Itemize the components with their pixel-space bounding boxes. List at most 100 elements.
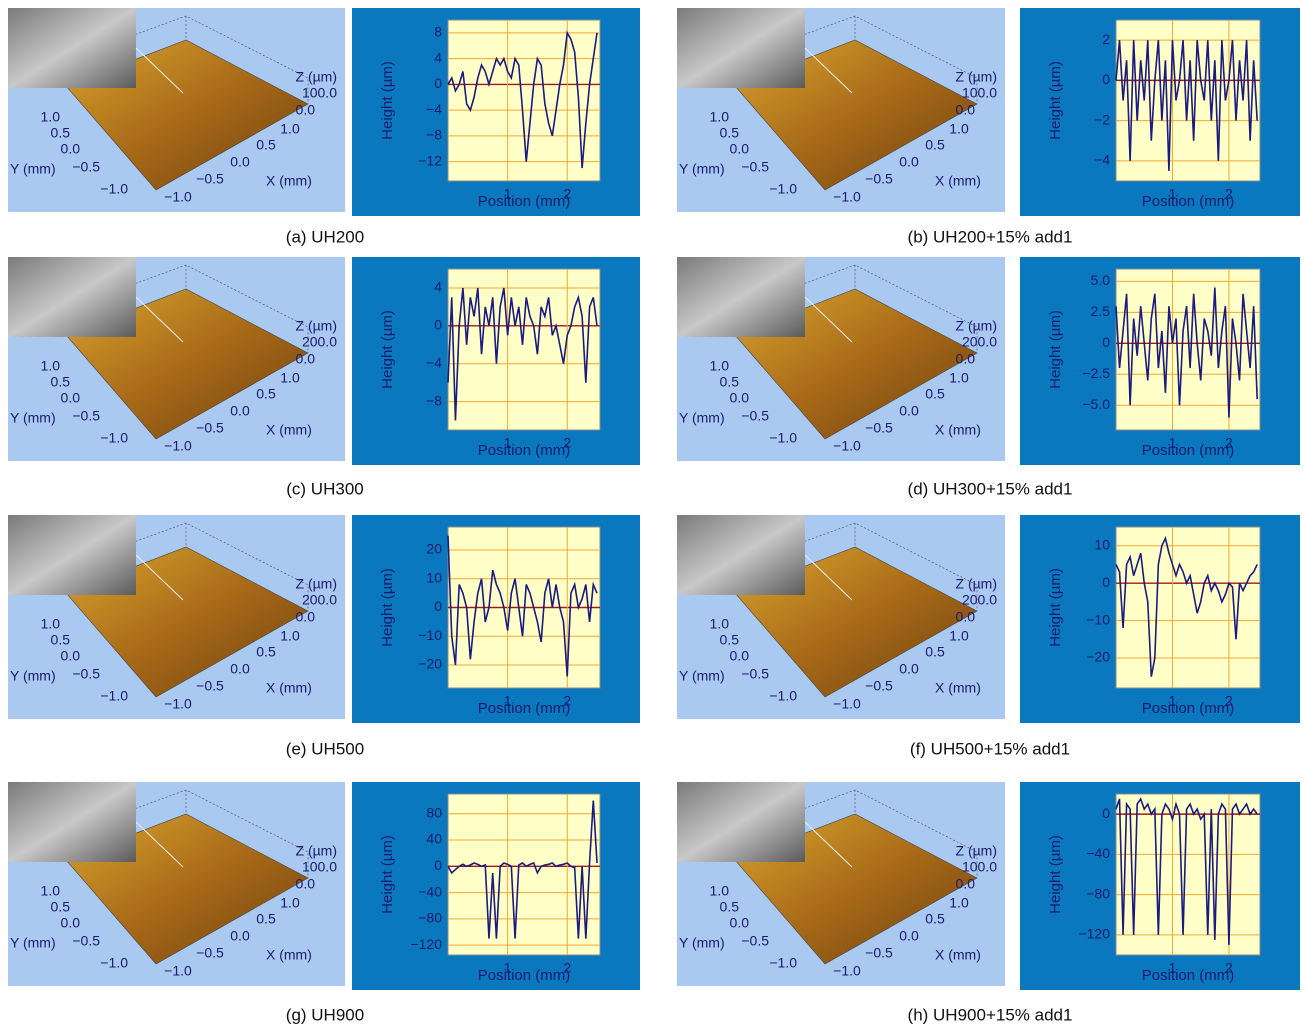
surface-y-label: Y (mm) <box>10 935 56 951</box>
z-tick-label: 100.0 <box>302 859 337 875</box>
surface-panel: Z (µm)200.00.01.00.50.0−0.5−1.0Y (mm)1.0… <box>677 257 1005 461</box>
y-tick-label: −8 <box>426 392 442 408</box>
surface-x-tick-label: 0.0 <box>230 661 250 677</box>
z-tick-label: 0.0 <box>296 351 316 367</box>
surface-x-tick-label: 0.5 <box>925 644 945 660</box>
y-tick-label: 0 <box>434 598 442 614</box>
surface-x-tick-label: −0.5 <box>865 945 893 961</box>
surface-x-tick-label: −1.0 <box>833 438 861 454</box>
z-axis-label: Z (µm) <box>296 69 338 85</box>
y-tick-label: −8 <box>426 127 442 143</box>
surface-x-label: X (mm) <box>935 422 981 438</box>
z-tick-label: 200.0 <box>962 592 997 608</box>
y-axis-label: Height (µm) <box>379 310 396 389</box>
z-tick-label: 200.0 <box>962 334 997 350</box>
z-tick-label: 0.0 <box>956 102 976 118</box>
surface-y-tick-label: 0.0 <box>730 141 750 157</box>
surface-panel: Z (µm)100.00.01.00.50.0−0.5−1.0Y (mm)1.0… <box>677 8 1005 212</box>
surface-y-tick-label: 0.5 <box>720 632 740 648</box>
y-tick-label: −20 <box>418 656 442 672</box>
y-tick-label: −80 <box>1086 885 1110 901</box>
y-axis-label: Height (µm) <box>1047 61 1064 140</box>
figure: (a) UH200Z (µm)100.00.01.00.50.0−0.5−1.0… <box>0 0 1306 1031</box>
surface-y-tick-label: 1.0 <box>710 358 730 374</box>
surface-x-tick-label: 1.0 <box>949 121 969 137</box>
y-tick-label: 0 <box>434 75 442 91</box>
z-tick-label: 200.0 <box>302 592 337 608</box>
y-axis-label: Height (µm) <box>1047 310 1064 389</box>
surface-x-tick-label: 0.0 <box>899 661 919 677</box>
sem-inset <box>8 8 136 88</box>
y-tick-label: 0 <box>1102 805 1110 821</box>
surface-y-tick-label: 0.5 <box>720 125 740 141</box>
x-axis-label: Position (mm) <box>478 967 571 984</box>
surface-y-tick-label: −1.0 <box>769 688 797 704</box>
y-tick-label: −120 <box>1078 926 1110 942</box>
caption: (h) UH900+15% add1 <box>908 1005 1073 1024</box>
sem-inset <box>677 257 805 337</box>
y-tick-label: −4 <box>426 101 442 117</box>
surface-y-tick-label: −1.0 <box>769 430 797 446</box>
surface-x-tick-label: −1.0 <box>164 189 192 205</box>
z-tick-label: 100.0 <box>962 85 997 101</box>
y-axis-label: Height (µm) <box>379 835 396 914</box>
z-tick-label: 0.0 <box>956 351 976 367</box>
y-tick-label: 10 <box>426 569 442 585</box>
x-axis-label: Position (mm) <box>1142 967 1235 984</box>
y-tick-label: −4 <box>1094 152 1110 168</box>
plot-area <box>448 20 600 181</box>
surface-x-tick-label: 0.0 <box>230 928 250 944</box>
sem-inset <box>8 257 136 337</box>
surface-panel: Z (µm)100.00.01.00.50.0−0.5−1.0Y (mm)1.0… <box>8 8 345 212</box>
surface-x-tick-label: 0.0 <box>899 928 919 944</box>
surface-x-tick-label: 0.5 <box>256 137 276 153</box>
surface-x-label: X (mm) <box>935 173 981 189</box>
surface-x-tick-label: 0.0 <box>230 403 250 419</box>
surface-y-label: Y (mm) <box>679 161 725 177</box>
y-tick-label: 4 <box>434 49 442 65</box>
surface-y-label: Y (mm) <box>10 410 56 426</box>
surface-x-tick-label: −1.0 <box>164 963 192 979</box>
surface-x-tick-label: 0.5 <box>925 137 945 153</box>
y-tick-label: 0 <box>1102 334 1110 350</box>
surface-y-tick-label: 0.5 <box>720 374 740 390</box>
z-tick-label: 0.0 <box>956 609 976 625</box>
surface-y-tick-label: 0.5 <box>51 632 71 648</box>
z-axis-label: Z (µm) <box>296 843 338 859</box>
plot-area <box>448 269 600 430</box>
y-tick-label: −4 <box>426 354 442 370</box>
surface-y-label: Y (mm) <box>10 668 56 684</box>
y-tick-label: 10 <box>1094 536 1110 552</box>
surface-x-tick-label: 1.0 <box>280 895 300 911</box>
y-tick-label: 0 <box>434 857 442 873</box>
surface-x-tick-label: 0.0 <box>230 154 250 170</box>
z-tick-label: 0.0 <box>296 876 316 892</box>
surface-y-tick-label: −1.0 <box>100 955 128 971</box>
surface-x-tick-label: 0.5 <box>925 386 945 402</box>
surface-y-tick-label: −0.5 <box>741 666 769 682</box>
surface-y-tick-label: −1.0 <box>769 955 797 971</box>
sem-inset <box>677 515 805 595</box>
surface-x-tick-label: −1.0 <box>833 963 861 979</box>
caption: (g) UH900 <box>286 1005 364 1024</box>
z-axis-label: Z (µm) <box>296 576 338 592</box>
surface-y-tick-label: 1.0 <box>41 883 61 899</box>
surface-y-tick-label: −0.5 <box>741 159 769 175</box>
surface-x-tick-label: −1.0 <box>164 438 192 454</box>
surface-y-tick-label: 0.0 <box>730 915 750 931</box>
surface-y-tick-label: 0.0 <box>730 648 750 664</box>
surface-x-tick-label: −1.0 <box>833 696 861 712</box>
surface-x-tick-label: −0.5 <box>865 171 893 187</box>
z-axis-label: Z (µm) <box>956 69 998 85</box>
y-axis-label: Height (µm) <box>1047 568 1064 647</box>
surface-x-tick-label: −0.5 <box>196 171 224 187</box>
surface-y-tick-label: 1.0 <box>41 616 61 632</box>
surface-x-tick-label: −0.5 <box>196 678 224 694</box>
y-tick-label: −20 <box>1086 649 1110 665</box>
surface-y-tick-label: 1.0 <box>710 109 730 125</box>
y-tick-label: −5.0 <box>1082 396 1110 412</box>
caption: (e) UH500 <box>286 739 364 758</box>
surface-x-tick-label: −0.5 <box>196 420 224 436</box>
surface-y-tick-label: 0.0 <box>61 141 81 157</box>
surface-x-label: X (mm) <box>935 680 981 696</box>
